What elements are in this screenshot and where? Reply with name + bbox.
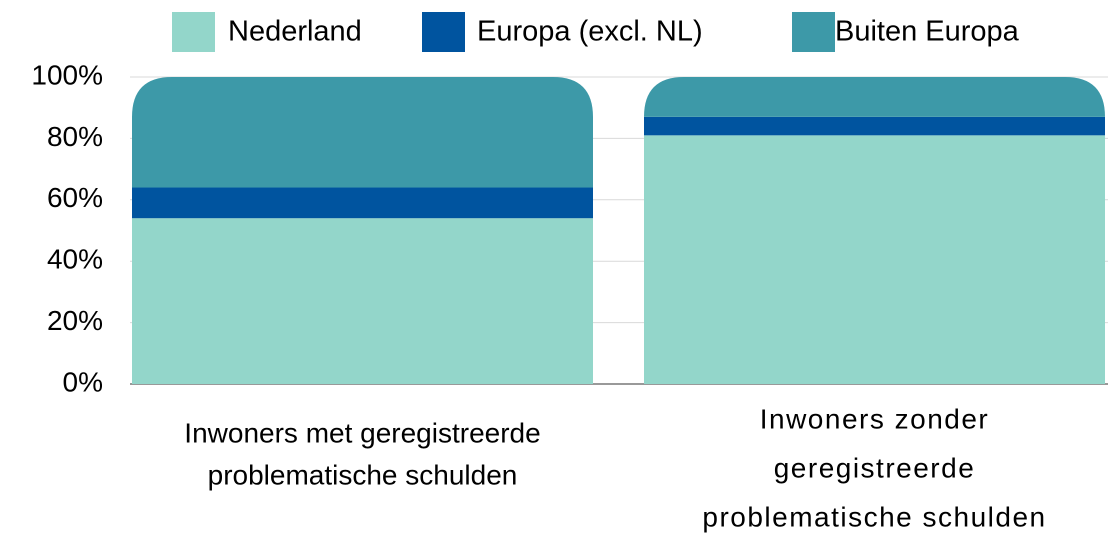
y-tick-label: 60% [47,182,103,213]
legend-label: Nederland [228,16,362,48]
legend-swatch [422,12,465,52]
y-tick-label: 20% [47,305,103,336]
x-tick-label: problematische schulden [702,501,1046,532]
y-tick-label: 100% [31,59,103,90]
legend-label: Buiten Europa [835,16,1020,48]
bar-segment [644,135,1105,384]
y-tick-label: 40% [47,244,103,275]
y-tick-label: 0% [63,366,103,397]
legend-swatch [172,12,215,52]
x-tick-label: geregistreerde [774,452,976,483]
bar-segment [132,77,593,188]
legend-label: Europa (excl. NL) [477,16,703,48]
x-tick-label: Inwoners met geregistreerde [184,417,540,448]
bar-segment [132,218,593,384]
y-tick-label: 80% [47,121,103,152]
x-tick-label: Inwoners zonder [760,403,990,434]
x-tick-label: problematische schulden [208,459,518,490]
bar-segment [644,116,1105,136]
bar-segment [132,187,593,219]
legend-swatch [792,12,835,52]
bar-segment [644,77,1105,117]
